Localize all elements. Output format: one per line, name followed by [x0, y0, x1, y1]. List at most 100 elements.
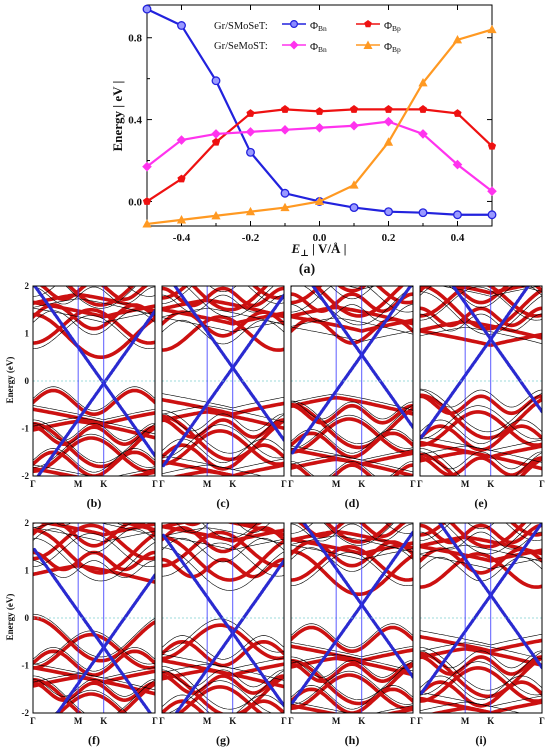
k-point-label: M — [74, 479, 83, 489]
panel-label: (e) — [474, 496, 487, 510]
k-point-label: K — [358, 479, 365, 489]
k-point-label: K — [229, 716, 236, 726]
legend-row2-label: Gr/SeMoST: — [214, 41, 268, 52]
panel-label: (c) — [216, 496, 229, 510]
k-point-label: Γ — [30, 479, 36, 489]
legend-marker-bn-2 — [289, 40, 299, 50]
k-point-label: Γ — [410, 479, 416, 489]
data-point — [349, 120, 359, 131]
band-y-axis-title-bottom: Energy (eV) — [5, 594, 15, 641]
k-point-label: Γ — [152, 479, 158, 489]
k-point-label: M — [332, 716, 341, 726]
data-point — [177, 21, 186, 30]
data-point — [177, 174, 186, 183]
band-y-tick-label: -2 — [22, 708, 30, 718]
data-point — [418, 129, 428, 139]
panel-label-a: (a) — [299, 262, 316, 277]
band-y-tick-label: 0 — [25, 376, 30, 386]
data-point — [142, 197, 152, 205]
data-point — [280, 105, 290, 113]
k-point-label: Γ — [159, 716, 165, 726]
band-y-tick-label: 2 — [25, 281, 30, 291]
data-point — [211, 210, 221, 220]
k-point-label: K — [358, 716, 365, 726]
k-point-label: M — [461, 479, 470, 489]
k-point-label: M — [74, 716, 83, 726]
x-tick-label: 0.0 — [313, 232, 327, 244]
y-axis-title: Energy | eV | — [110, 81, 125, 152]
k-point-label: Γ — [288, 479, 294, 489]
band-y-tick-label: 1 — [25, 329, 30, 339]
data-point — [452, 159, 463, 170]
x-tick-label: 0.4 — [451, 232, 465, 244]
k-point-label: K — [487, 716, 494, 726]
data-point — [211, 76, 221, 86]
band-panel: Γ M K Γ (e) — [417, 285, 545, 510]
data-point — [384, 105, 393, 113]
data-point — [452, 34, 463, 44]
legend-bn-1: ΦBn — [310, 20, 327, 33]
k-point-label: M — [332, 479, 341, 489]
band-panel: Γ M K Γ 2 1 0 -1 -2 (f) — [22, 518, 159, 747]
x-tick-label: -0.4 — [173, 232, 191, 244]
data-point — [314, 196, 325, 206]
k-point-label: M — [203, 479, 212, 489]
data-point — [487, 186, 497, 197]
data-point — [418, 77, 428, 87]
band-y-tick-label: 0 — [25, 613, 30, 623]
data-point — [176, 135, 187, 145]
band-y-axis-title-top: Energy (eV) — [5, 357, 15, 404]
data-point — [246, 109, 255, 117]
data-point — [142, 161, 152, 172]
panel-label: (f) — [88, 733, 100, 747]
data-point — [349, 180, 359, 189]
legend-marker-bp-2 — [363, 40, 373, 49]
k-point-label: M — [203, 716, 212, 726]
data-point — [245, 206, 256, 216]
chart-legend: Gr/SMoSeT: ΦBn ΦBp Gr/SeMoST: ΦBn ΦBp — [214, 20, 401, 54]
legend-bn-2: ΦBn — [310, 41, 327, 54]
k-point-label: K — [487, 479, 494, 489]
data-point — [349, 105, 359, 113]
y-tick-label: 0.0 — [128, 196, 142, 208]
k-point-label: Γ — [152, 716, 158, 726]
panel-a-line-chart: -0.4 -0.2 0.0 0.2 0.4 0.0 0.4 0.8 Gr/SMoSeT: ΦB… — [110, 4, 497, 277]
y-tick-label: 0.8 — [128, 33, 142, 45]
x-tick-label: 0.2 — [382, 232, 396, 244]
panel-label: (d) — [345, 496, 360, 510]
band-panel: Γ M K Γ (h) — [288, 522, 416, 747]
data-point — [314, 122, 325, 133]
band-y-tick-label: 2 — [25, 518, 30, 528]
k-point-label: K — [100, 479, 107, 489]
band-y-tick-label: 1 — [25, 566, 30, 576]
band-panel: Γ M K Γ (i) — [417, 522, 545, 747]
k-point-label: K — [100, 716, 107, 726]
legend-bp-2: ΦBp — [384, 41, 401, 54]
data-point — [453, 109, 462, 117]
k-point-label: Γ — [281, 479, 287, 489]
data-point — [383, 116, 394, 127]
k-point-label: Γ — [539, 479, 545, 489]
k-point-label: Γ — [410, 716, 416, 726]
k-point-label: Γ — [30, 716, 36, 726]
data-point — [487, 210, 497, 220]
k-point-label: Γ — [159, 479, 165, 489]
k-point-label: K — [229, 479, 236, 489]
x-tick-label: -0.2 — [242, 232, 260, 244]
band-panel: Γ M K Γ 2 1 0 -1 -2 (b) — [22, 281, 159, 510]
k-point-label: Γ — [539, 716, 545, 726]
data-point — [245, 127, 256, 137]
panel-label: (g) — [216, 733, 230, 747]
k-point-label: Γ — [417, 716, 423, 726]
band-panel: Γ M K Γ (c) — [159, 285, 287, 510]
data-point — [211, 137, 221, 146]
data-point — [418, 105, 428, 113]
band-y-tick-label: -1 — [22, 424, 30, 434]
data-point — [246, 147, 255, 157]
data-point — [487, 24, 497, 34]
band-panel: Γ M K Γ (g) — [159, 522, 287, 747]
legend-marker-bp-1 — [364, 20, 372, 28]
data-point — [280, 125, 290, 135]
data-point — [280, 202, 290, 212]
